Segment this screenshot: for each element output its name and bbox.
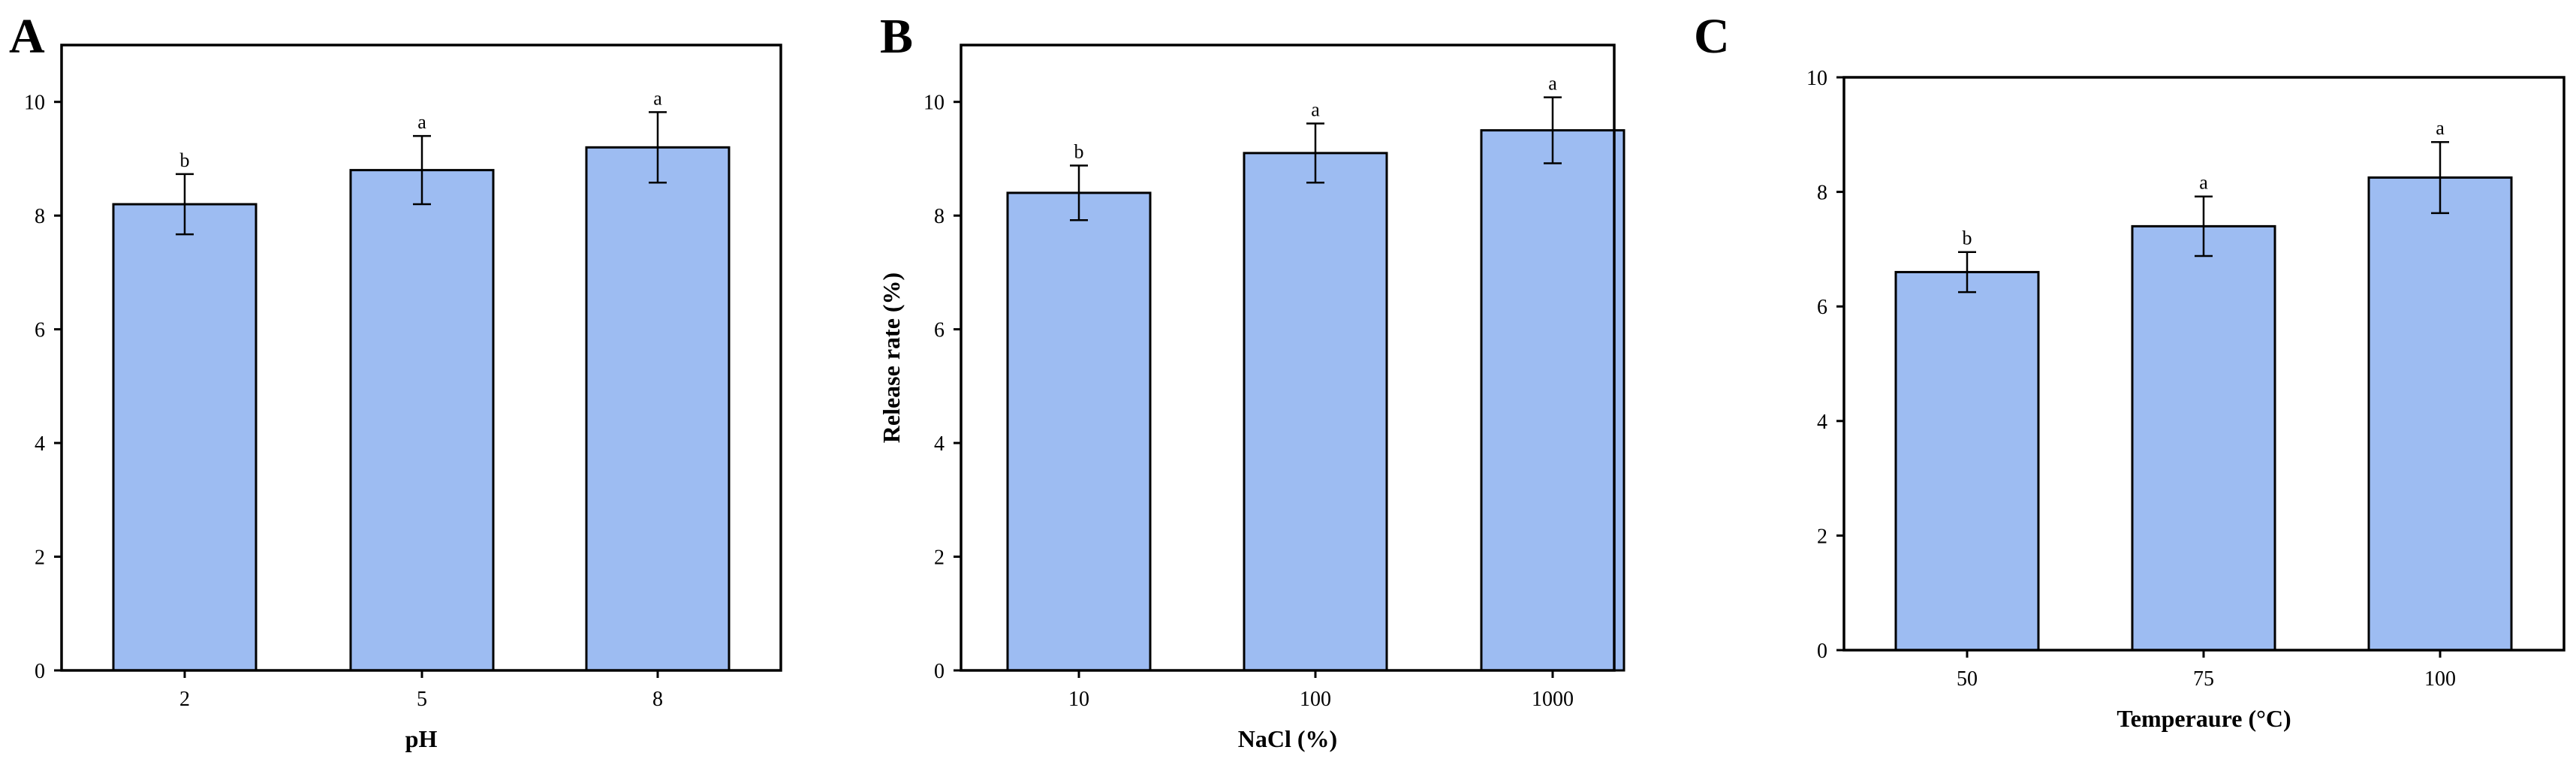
x-tick-label: 100: [1300, 688, 1331, 711]
x-axis-title: pH: [405, 725, 438, 752]
panel-letter: B: [880, 9, 913, 64]
y-tick-label: 6: [35, 319, 45, 342]
x-tick-label: 1000: [1532, 688, 1574, 711]
significance-label: a: [2199, 172, 2208, 194]
bar: [1006, 191, 1152, 672]
y-tick-label: 6: [1817, 296, 1827, 319]
panel-c: Cb 50 a 75 a 100 0 2 4 6 8 10 Temperaure (°C): [1694, 9, 2565, 732]
y-axis-title: Release rate (%): [878, 273, 905, 443]
bar: [2131, 224, 2276, 652]
y-tick-label: 2: [934, 547, 945, 570]
y-tick-label: 10: [24, 92, 45, 115]
panel-b: Bb 10 a 100 a 1000 0 2 4 6 8 10 NaCl (%) Release rate…: [878, 9, 1625, 752]
plot-frame: [1842, 76, 2565, 652]
bar: [2367, 176, 2513, 652]
significance-label: a: [2436, 117, 2445, 139]
y-tick-label: 10: [1806, 67, 1827, 90]
plot-frame: [960, 44, 1616, 672]
significance-label: a: [653, 87, 662, 109]
bar: [1243, 152, 1388, 672]
bar: [585, 146, 731, 672]
y-tick-label: 2: [1817, 525, 1827, 548]
y-tick-label: 4: [1817, 411, 1827, 434]
plot-frame: [60, 44, 782, 672]
x-axis-title: NaCl (%): [1238, 725, 1337, 752]
significance-label: b: [1963, 227, 1972, 249]
panel-letter: A: [9, 9, 45, 64]
significance-label: a: [417, 111, 426, 133]
y-tick-label: 0: [1817, 640, 1827, 663]
y-tick-label: 8: [1817, 182, 1827, 205]
y-tick-label: 8: [35, 205, 45, 228]
y-tick-label: 6: [934, 319, 945, 342]
y-tick-label: 8: [934, 205, 945, 228]
y-tick-label: 4: [934, 432, 945, 456]
bar: [1480, 129, 1625, 672]
bar: [1894, 270, 2040, 652]
x-tick-label: 50: [1957, 667, 1978, 691]
significance-label: a: [1311, 99, 1320, 121]
panel-letter: C: [1694, 9, 1730, 64]
y-tick-label: 0: [934, 660, 945, 683]
significance-label: b: [180, 149, 190, 171]
x-tick-label: 10: [1068, 688, 1089, 711]
x-tick-label: 5: [417, 688, 427, 711]
significance-label: b: [1074, 141, 1084, 163]
panel-a: Ab 2 a 5 a 8 0 2 4 6 8 10 pH: [9, 9, 782, 752]
y-tick-label: 4: [35, 432, 45, 456]
y-tick-label: 0: [35, 660, 45, 683]
y-tick-label: 10: [923, 92, 945, 115]
bar: [112, 203, 258, 672]
x-tick-label: 8: [652, 688, 663, 711]
y-tick-label: 2: [35, 547, 45, 570]
x-tick-label: 2: [179, 688, 190, 711]
bar: [349, 169, 495, 672]
x-tick-label: 100: [2424, 667, 2456, 691]
x-axis-title: Temperaure (°C): [2117, 705, 2291, 732]
significance-label: a: [1548, 73, 1557, 95]
x-tick-label: 75: [2193, 667, 2214, 691]
